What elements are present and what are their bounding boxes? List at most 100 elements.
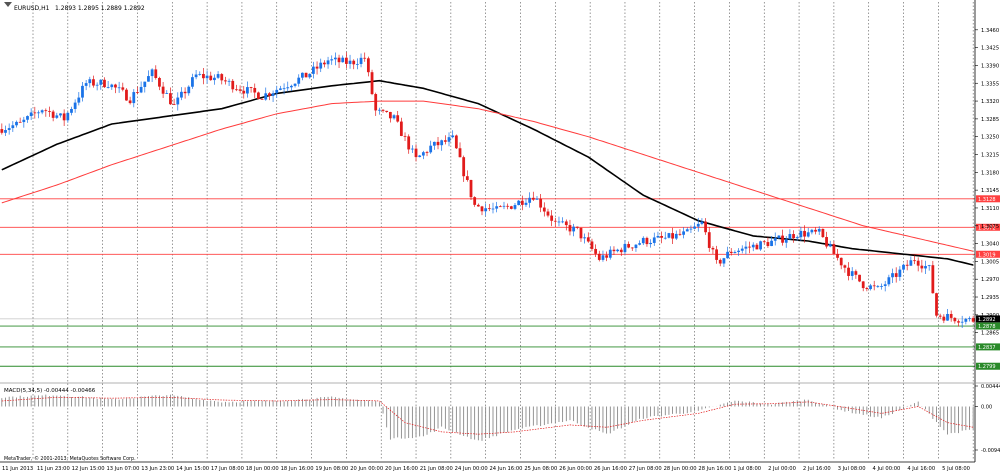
- bear-candle: [498, 206, 502, 208]
- bear-candle: [590, 241, 594, 249]
- price-level-tag: [976, 343, 1000, 351]
- bull-candle: [682, 231, 685, 235]
- bear-candle: [476, 204, 480, 207]
- bull-candle: [312, 66, 315, 74]
- bear-candle: [202, 73, 205, 79]
- time-axis-tick-label: 4 Jul 16:00: [907, 466, 935, 472]
- macd-signal-line: [1, 396, 974, 435]
- bull-candle: [40, 110, 44, 113]
- bull-candle: [810, 229, 814, 233]
- price-tick-label: 1.2865: [981, 331, 999, 337]
- bull-candle: [227, 80, 231, 82]
- labels-layer: EURUSD,H1 1.2893 1.2895 1.2889 1.2892 MA…: [4, 5, 145, 462]
- bull-candle: [744, 246, 748, 249]
- bull-candle: [667, 233, 671, 238]
- price-tick-label: 1.3425: [981, 46, 999, 52]
- bear-candle: [821, 228, 825, 238]
- bear-candle: [381, 109, 385, 111]
- time-axis-tick-label: 28 Jun 00:00: [664, 466, 697, 472]
- price-tick-label: 1.2935: [981, 295, 999, 301]
- bear-candle: [678, 233, 682, 235]
- copyright-label: MetaTrader, © 2001-2013, MetaQuotes Soft…: [4, 455, 136, 462]
- bear-candle: [916, 260, 920, 266]
- bull-candle: [799, 230, 803, 238]
- bear-candle: [183, 91, 187, 94]
- bull-candle: [37, 112, 40, 114]
- bull-candle: [359, 57, 363, 64]
- bull-candle: [341, 57, 345, 63]
- bear-candle: [407, 136, 411, 150]
- bull-candle: [246, 87, 249, 94]
- bull-candle: [88, 79, 92, 84]
- bear-candle: [854, 271, 858, 275]
- price-tick-label: 1.3355: [981, 81, 999, 87]
- time-axis-tick-label: 12 Jun 15:00: [72, 466, 105, 472]
- bull-candle: [484, 208, 488, 212]
- bear-candle: [231, 80, 235, 90]
- bear-candle: [704, 221, 707, 233]
- bear-candle: [755, 244, 759, 250]
- bull-candle: [106, 87, 110, 88]
- bear-candle: [509, 206, 513, 209]
- bull-candle: [726, 251, 729, 259]
- price-tick-label: 1.3180: [981, 170, 999, 176]
- bull-candle: [275, 89, 279, 94]
- bull-candle: [326, 60, 330, 65]
- time-axis-tick-label: 26 Jun 00:00: [559, 466, 592, 472]
- bear-candle: [931, 265, 935, 294]
- bull-candle: [191, 77, 194, 87]
- bear-candle: [92, 79, 95, 86]
- bear-candle: [268, 93, 271, 96]
- bull-candle: [656, 235, 660, 238]
- bull-candle: [293, 83, 297, 86]
- bear-candle: [473, 197, 477, 205]
- price-tick-label: 1.3110: [981, 206, 999, 212]
- price-tick-label: 1.2970: [981, 277, 999, 283]
- bull-candle: [319, 62, 323, 69]
- bear-candle: [62, 113, 66, 121]
- bear-candle: [579, 227, 583, 239]
- time-axis-tick-label: 18 Jun 00:00: [246, 466, 279, 472]
- bear-candle: [814, 229, 817, 232]
- bull-candle: [663, 237, 667, 239]
- bull-candle: [308, 73, 312, 78]
- bull-candle: [7, 128, 11, 131]
- bear-candle: [425, 152, 429, 154]
- bull-candle: [418, 155, 422, 158]
- bear-candle: [748, 246, 751, 248]
- bear-candle: [465, 176, 469, 180]
- sma-fast-line: [1, 79, 974, 266]
- bull-candle: [876, 286, 880, 287]
- moving-averages-layer: [1, 79, 974, 266]
- bull-candle: [674, 233, 678, 239]
- bull-candle: [194, 74, 198, 78]
- bear-candle: [396, 115, 400, 122]
- bear-candle: [385, 110, 389, 112]
- time-axis-tick-label: 3 Jul 08:00: [838, 466, 866, 472]
- bear-candle: [388, 111, 392, 119]
- bear-candle: [344, 57, 348, 64]
- bear-candle: [436, 141, 440, 146]
- bear-candle: [235, 89, 238, 91]
- bear-candle: [44, 110, 48, 112]
- chart-shift-marker: [4, 2, 12, 7]
- bull-candle: [117, 87, 121, 89]
- bear-candle: [564, 221, 568, 226]
- bull-candle: [535, 198, 539, 200]
- time-axis-tick-label: 5 Jul 08:00: [942, 466, 970, 472]
- bear-candle: [553, 220, 557, 222]
- price-tick-label: 1.3390: [981, 63, 999, 69]
- bull-candle: [740, 248, 744, 251]
- bull-candle: [616, 249, 620, 252]
- bull-candle: [777, 235, 781, 239]
- bear-candle: [839, 257, 843, 266]
- bull-candle: [649, 242, 653, 245]
- time-axis-tick-label: 17 Jun 08:00: [211, 466, 244, 472]
- bull-candle: [513, 205, 517, 209]
- bear-candle: [594, 248, 598, 254]
- bear-candle: [242, 90, 246, 94]
- bull-candle: [902, 264, 905, 270]
- bear-candle: [847, 267, 850, 276]
- bull-candle: [583, 237, 587, 239]
- bull-candle: [700, 221, 704, 224]
